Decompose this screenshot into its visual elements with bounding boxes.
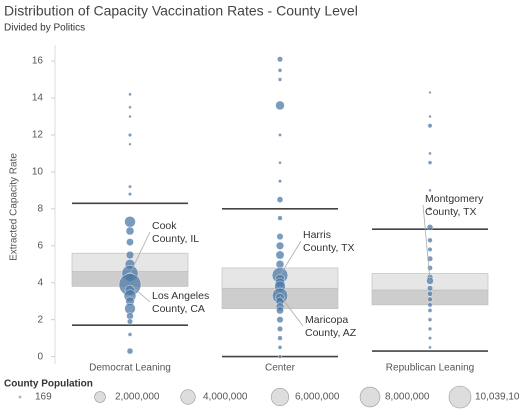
y-tick-label: 0 [37, 351, 43, 362]
annotation-leader [279, 295, 304, 327]
county-point [277, 68, 283, 73]
annotation: County, TX [425, 206, 477, 218]
county-point [427, 296, 433, 302]
county-point [277, 335, 283, 341]
county-point [277, 345, 283, 350]
county-point [427, 255, 433, 262]
county-point [127, 332, 133, 337]
county-point [427, 317, 433, 322]
y-tick-label: 4 [37, 277, 43, 288]
legend-title: County Population [4, 379, 93, 390]
y-tick-label: 6 [37, 240, 43, 251]
county-point [277, 215, 283, 221]
county-point [275, 250, 285, 260]
county-point [128, 132, 132, 137]
y-tick-label: 16 [32, 56, 44, 67]
county-point [126, 238, 134, 246]
legend-label: 8,000,000 [385, 392, 430, 403]
y-tick-label: 14 [32, 93, 44, 104]
county-point [276, 306, 284, 315]
y-tick-label: 10 [32, 167, 44, 178]
x-tick-label: Republican Leaning [386, 363, 474, 374]
county-point [427, 247, 433, 252]
county-point [125, 226, 135, 236]
county-point [278, 354, 282, 359]
legend-label: 10,039,107 [475, 392, 520, 403]
county-point [128, 192, 132, 196]
annotation: Montgomery [425, 193, 484, 205]
legend-size-mark [448, 385, 472, 409]
county-point [125, 251, 135, 260]
y-tick-label: 8 [37, 203, 43, 214]
county-point [428, 151, 432, 156]
county-point [428, 114, 432, 119]
annotation-leader [129, 231, 151, 274]
annotation: County, AZ [305, 327, 357, 339]
chart-title: Distribution of Capacity Vaccination Rat… [4, 3, 358, 19]
county-point [278, 179, 282, 184]
annotation: County, TX [303, 242, 355, 254]
county-point [428, 206, 432, 211]
county-point [428, 90, 432, 94]
annotation-leader [422, 204, 431, 281]
y-tick-label: 12 [32, 130, 44, 141]
county-point [128, 92, 132, 97]
county-point [278, 133, 282, 137]
legend-size-mark [359, 386, 381, 408]
county-point [427, 160, 433, 165]
annotation: Los Angeles [152, 290, 209, 302]
county-point [427, 265, 433, 271]
annotation: Cook [152, 220, 177, 232]
county-point [124, 216, 136, 228]
county-point [128, 184, 132, 189]
annotation: Harris [303, 229, 331, 241]
county-point [276, 196, 284, 203]
legend-label: 2,000,000 [115, 392, 160, 403]
x-tick-label: Center [265, 363, 296, 374]
legend-size-mark [18, 395, 22, 399]
county-point [427, 302, 433, 308]
x-tick-label: Democrat Leaning [89, 363, 171, 374]
county-point [428, 188, 432, 193]
county-point [277, 325, 283, 332]
annotation: County, CA [152, 303, 205, 315]
county-point [427, 326, 433, 331]
annotation: County, IL [152, 233, 199, 245]
county-point [128, 114, 132, 119]
legend-size-mark [270, 387, 290, 407]
legend-label: 6,000,000 [295, 392, 340, 403]
county-point [127, 318, 133, 325]
county-point [276, 233, 284, 240]
county-point [128, 105, 132, 109]
county-point [427, 291, 433, 297]
county-point [428, 336, 432, 341]
annotation-leader [279, 240, 302, 276]
county-point [427, 285, 433, 292]
county-point [427, 237, 433, 243]
legend-size-mark [94, 391, 106, 403]
county-point [275, 100, 285, 111]
legend-size-mark [180, 389, 196, 405]
county-point [426, 224, 434, 231]
county-point [276, 316, 284, 324]
county-point [126, 312, 134, 320]
county-point [278, 160, 282, 165]
county-point [277, 56, 283, 63]
county-point [275, 260, 285, 269]
county-point [275, 241, 285, 250]
annotation-leader [129, 284, 151, 303]
county-point [428, 345, 432, 350]
county-point [427, 308, 433, 313]
county-point [126, 347, 134, 355]
county-point [277, 77, 283, 82]
y-tick-label: 2 [37, 314, 43, 325]
y-axis-label: Extracted Capacity Rate [9, 153, 20, 261]
chart-subtitle: Divided by Politics [4, 23, 85, 34]
annotation: Maricopa [305, 314, 348, 326]
legend-label: 169 [35, 392, 52, 403]
county-point [427, 123, 433, 129]
legend-label: 4,000,000 [203, 392, 248, 403]
county-point [128, 142, 132, 146]
